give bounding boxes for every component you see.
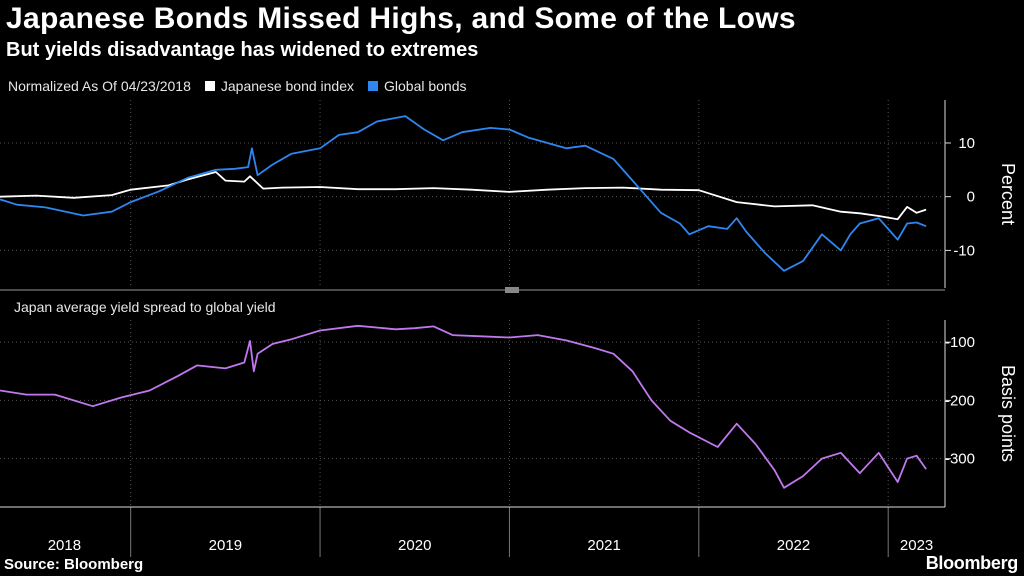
legend-label-spread: Japan average yield spread to global yie… [14,299,276,315]
bottom-ytick-label-0: -100 [945,334,975,351]
x-year-label-2022: 2022 [777,537,810,554]
x-year-label-2020: 2020 [398,537,431,554]
top-series-global-bonds [0,115,927,272]
legend-swatch-global [368,81,378,91]
legend-label-global: Global bonds [384,78,467,94]
legend-normalized-note: Normalized As Of 04/23/2018 [8,78,191,94]
legend-label-japan: Japanese bond index [220,78,354,94]
bottom-legend: Japan average yield spread to global yie… [8,299,276,315]
chart-subtitle: But yields disadvantage has widened to e… [6,39,479,61]
top-ytick-label-1: 0 [967,189,975,206]
x-year-label-2021: 2021 [587,537,620,554]
top-ytick-label-0: 10 [958,135,975,152]
bloomberg-logo: Bloomberg [925,553,1019,573]
bottom-series-japan-average-yield-spread-to-global-yield [0,324,927,489]
x-year-label-2019: 2019 [209,537,242,554]
panel-separator-handle [505,287,519,293]
top-ytick-label-2: -10 [953,242,975,259]
x-year-label-2018: 2018 [48,537,81,554]
chart-title: Japanese Bonds Missed Highs, and Some of… [6,2,796,35]
legend-swatch-japan [204,81,215,91]
top-series-japanese-bond-index [0,171,927,221]
x-year-label-2023: 2023 [900,537,933,554]
bottom-ytick-label-2: -300 [945,451,975,468]
bottom-y-axis-title: Basis points [998,365,1018,462]
source-note: Source: Bloomberg [4,556,144,573]
top-y-axis-title: Percent [998,163,1018,225]
top-legend: Normalized As Of 04/23/2018 Japanese bon… [8,78,467,94]
bottom-ytick-label-1: -200 [945,392,975,409]
